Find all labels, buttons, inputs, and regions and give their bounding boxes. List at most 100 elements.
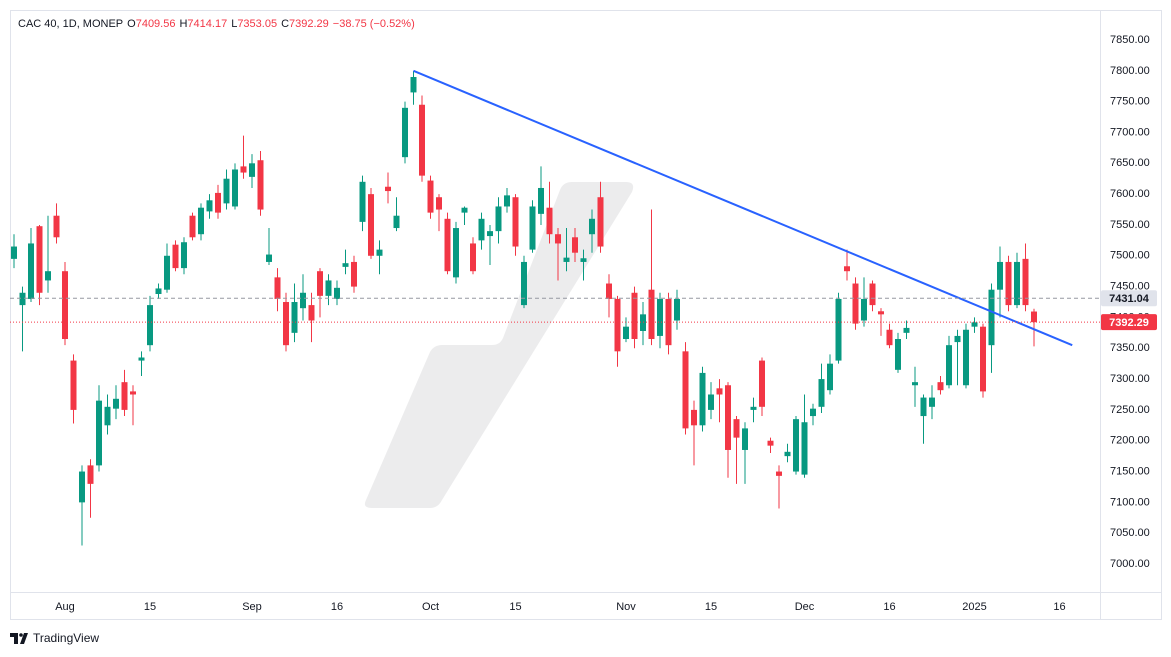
- candle-body: [70, 360, 77, 410]
- x-tick-label: 16: [883, 601, 895, 613]
- candle-body: [1014, 261, 1020, 306]
- candle-body: [810, 408, 816, 417]
- candle-body: [147, 305, 153, 346]
- candle-body: [461, 207, 468, 213]
- header-symbol: CAC 40, 1D, MONEP: [18, 18, 123, 30]
- candle-body: [580, 258, 587, 262]
- y-tick-label: 7650.00: [1110, 157, 1150, 169]
- candle-body: [164, 255, 170, 290]
- candle-body: [631, 292, 638, 340]
- candle-body: [733, 419, 740, 438]
- candle-body: [563, 257, 570, 262]
- candle-body: [1022, 258, 1029, 306]
- candle-body: [1005, 261, 1012, 306]
- candle-body: [376, 249, 383, 256]
- candle-body: [546, 207, 553, 235]
- candle-body: [699, 372, 706, 426]
- candle-body: [495, 206, 502, 232]
- header-ohlc-value: 7409.56: [136, 18, 176, 30]
- candle-body: [79, 471, 85, 503]
- candle-body: [767, 440, 774, 446]
- frame: [10, 10, 1162, 620]
- candle-body: [1031, 311, 1037, 323]
- x-tick-label: 2025: [962, 601, 986, 613]
- x-tick-label: Sep: [242, 601, 262, 613]
- candle-body: [708, 394, 714, 410]
- candle-body: [997, 261, 1003, 290]
- y-tick-label: 7550.00: [1110, 219, 1150, 231]
- candle-body: [206, 200, 213, 212]
- price-label: 7431.04: [1109, 293, 1150, 305]
- candle-body: [988, 289, 995, 346]
- candle-body: [793, 419, 799, 472]
- candle-body: [130, 391, 136, 395]
- candle-body: [317, 271, 323, 296]
- brand-text: TradingView: [33, 631, 99, 645]
- candle-body: [53, 215, 60, 238]
- candle-body: [606, 283, 612, 299]
- candle-body: [614, 298, 621, 352]
- candle-body: [368, 194, 374, 256]
- candle-body: [138, 357, 145, 361]
- candle-body: [232, 169, 238, 207]
- header: CAC 40, 1D, MONEP O7409.56 H7414.17 L7353.0…: [18, 18, 415, 30]
- candle-body: [308, 305, 315, 321]
- candle-body: [198, 207, 204, 235]
- candle-body: [750, 406, 757, 410]
- y-tick-label: 7600.00: [1110, 188, 1150, 200]
- candle-body: [895, 339, 901, 370]
- y-tick-label: 7100.00: [1110, 496, 1150, 508]
- candle-body: [512, 197, 519, 247]
- candle-body: [521, 261, 527, 306]
- candle-body: [19, 292, 26, 306]
- candle-body: [104, 406, 111, 426]
- candle-body: [249, 163, 255, 177]
- y-tick-label: 7750.00: [1110, 96, 1150, 108]
- header-ohlc-label: L: [231, 18, 237, 30]
- y-tick-label: 7850.00: [1110, 34, 1150, 46]
- candle-body: [189, 215, 196, 238]
- candle-body: [470, 243, 476, 272]
- candle-body: [385, 186, 391, 192]
- candle-body: [325, 280, 332, 296]
- y-tick-label: 7800.00: [1110, 65, 1150, 77]
- x-tick-label: Aug: [55, 601, 75, 613]
- candle-body: [623, 326, 629, 340]
- price-label: 7392.29: [1109, 317, 1149, 329]
- candle-body: [266, 254, 272, 262]
- candle-body: [963, 329, 969, 386]
- y-tick-label: 7500.00: [1110, 250, 1150, 262]
- candle-body: [410, 77, 417, 93]
- header-ohlc-value: 7414.17: [187, 18, 227, 30]
- candle-body: [801, 422, 808, 475]
- candle-body: [487, 231, 493, 237]
- candle-body: [529, 206, 536, 250]
- header-change: −38.75 (−0.52%): [333, 18, 415, 30]
- header-ohlc-label: C: [281, 18, 289, 30]
- candle-body: [835, 298, 842, 361]
- candle-body: [96, 400, 102, 466]
- candle-body: [36, 226, 43, 293]
- candle-body: [257, 160, 264, 210]
- candle-body: [682, 351, 689, 429]
- header-ohlc-value: 7353.05: [237, 18, 277, 30]
- candle-body: [334, 287, 340, 299]
- candle-body: [852, 283, 859, 324]
- candle-body: [827, 363, 833, 391]
- candle-body: [359, 181, 366, 222]
- candle-body: [861, 298, 867, 321]
- candle-body: [716, 388, 723, 395]
- candle-body: [648, 289, 655, 340]
- candle-body: [776, 471, 782, 476]
- brand-icon: [19, 633, 23, 637]
- candle-body: [240, 166, 247, 173]
- x-tick-label: 15: [144, 601, 156, 613]
- candle-body: [113, 398, 119, 409]
- candle-body: [11, 246, 17, 259]
- candle-body: [920, 397, 927, 417]
- candle-body: [844, 266, 850, 272]
- candle-body: [283, 302, 289, 346]
- candle-body: [478, 218, 485, 241]
- y-tick-label: 7050.00: [1110, 527, 1150, 539]
